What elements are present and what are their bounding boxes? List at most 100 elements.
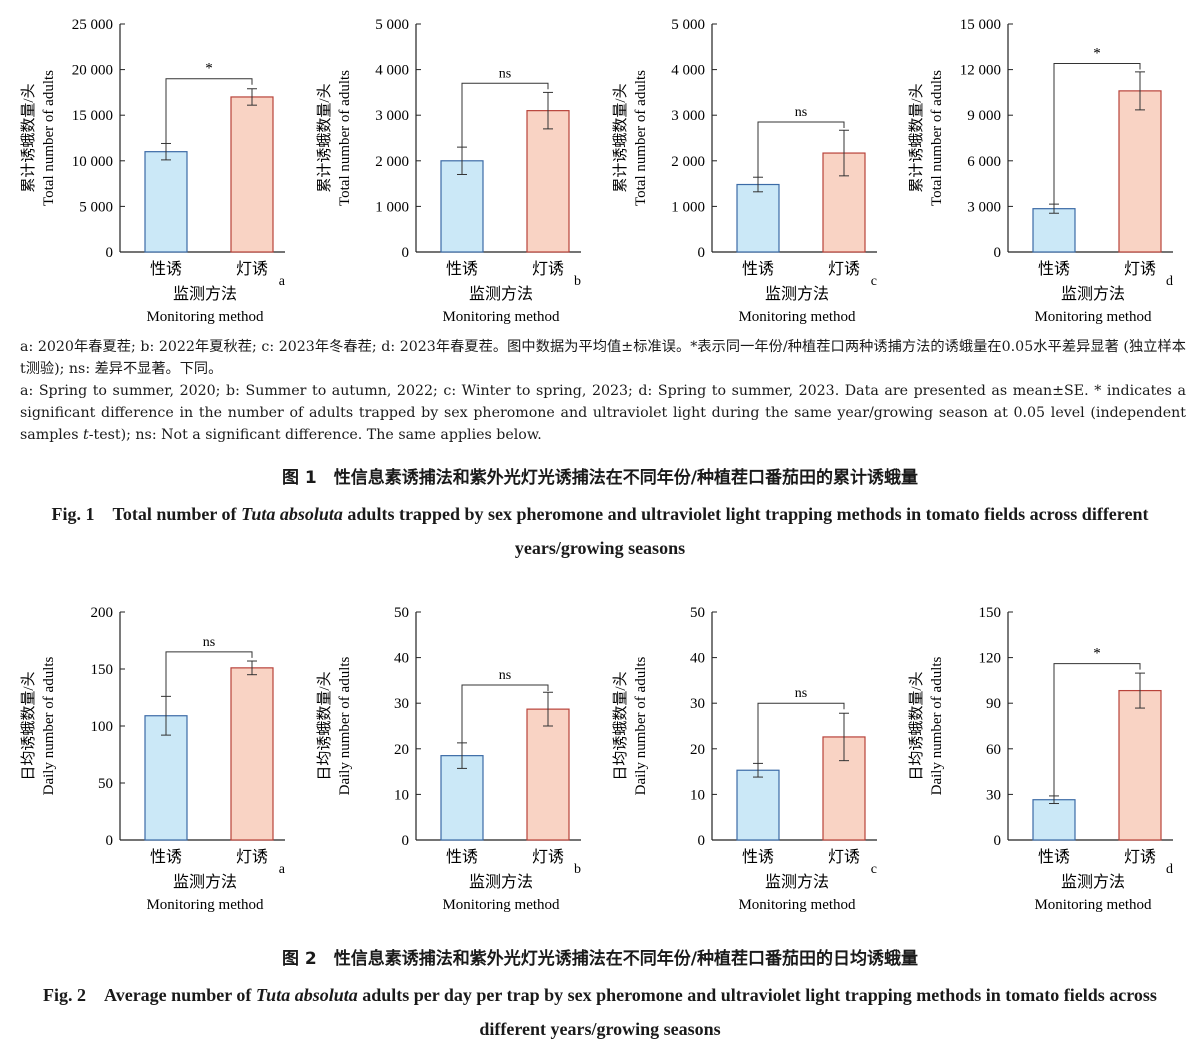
y-tick-label: 25 000	[72, 17, 113, 33]
figure-1-notes: a: 2020年春夏茬; b: 2022年夏秋茬; c: 2023年冬春茬; d…	[20, 336, 1186, 446]
y-axis-title-cn: 累计诱蛾数量/头	[908, 83, 925, 192]
y-tick-label: 4 000	[375, 63, 409, 79]
x-axis-title-cn: 监测方法	[1061, 873, 1125, 891]
y-tick-label: 5 000	[671, 17, 705, 33]
y-axis-title-cn: 日均诱蛾数量/头	[908, 671, 925, 780]
y-axis-title-cn: 累计诱蛾数量/头	[20, 83, 37, 192]
y-axis-title-cn: 日均诱蛾数量/头	[612, 671, 629, 780]
y-tick-label: 0	[994, 245, 1002, 261]
y-tick-label: 150	[979, 605, 1002, 621]
bar-light	[1118, 90, 1162, 253]
category-label: 性诱	[1038, 848, 1070, 866]
significance-label: ns	[499, 668, 511, 683]
panel-letter: a	[279, 274, 286, 289]
x-axis-title-cn: 监测方法	[765, 873, 829, 891]
panel-letter: c	[871, 862, 877, 877]
chart-svg-1c: 0 1 000 2 000 3 000 4 000 5 000 性诱 灯诱 ns c 监测方法 Mon…	[612, 17, 877, 325]
chart-2c: 0 10 20 30 40 50 性诱 灯诱 ns c 监测方法 Monitoring method 日…	[592, 596, 882, 926]
significance-label: *	[1093, 46, 1101, 62]
y-axis-title-cn: 累计诱蛾数量/头	[612, 83, 629, 192]
fig2-caption-species: Tuta absoluta	[255, 985, 358, 1005]
y-tick-label: 50	[98, 776, 113, 792]
category-label: 性诱	[742, 848, 774, 866]
x-axis-title-cn: 监测方法	[1061, 285, 1125, 303]
notes-english-t: t	[83, 427, 89, 443]
y-tick-label: 5 000	[375, 17, 409, 33]
category-label: 性诱	[150, 848, 182, 866]
fig2-caption-post: adults per day per trap by sex pheromone…	[357, 985, 1157, 1039]
fig1-caption-post: adults trapped by sex pheromone and ultr…	[342, 504, 1149, 558]
category-label: 灯诱	[532, 260, 564, 278]
y-axis-title-en: Total number of adults	[929, 70, 945, 206]
significance-bracket	[1053, 63, 1141, 205]
significance-bracket	[461, 82, 549, 148]
notes-chinese: a: 2020年春夏茬; b: 2022年夏秋茬; c: 2023年冬春茬; d…	[20, 339, 1186, 377]
bar-light	[230, 96, 274, 253]
y-tick-label: 3 000	[671, 108, 705, 124]
bar-pheromone	[1032, 799, 1076, 841]
y-tick-label: 0	[402, 245, 410, 261]
y-tick-label: 60	[986, 742, 1001, 758]
chart-svg-2c: 0 10 20 30 40 50 性诱 灯诱 ns c 监测方法 Monitoring method 日…	[612, 605, 877, 913]
y-tick-label: 40	[690, 651, 705, 667]
y-tick-label: 100	[91, 719, 114, 735]
bar-pheromone	[440, 160, 484, 253]
significance-bracket	[757, 121, 845, 178]
chart-1a: 0 5 000 10 000 15 000 20 000 25 000 性诱 灯诱 * a 监测方法…	[0, 8, 290, 333]
y-axis-title-en: Total number of adults	[633, 70, 649, 206]
y-tick-label: 30	[394, 696, 409, 712]
bar-pheromone	[736, 183, 780, 253]
chart-svg-2b: 0 10 20 30 40 50 性诱 灯诱 ns b 监测方法 Monitoring method 日…	[316, 605, 581, 913]
y-tick-label: 0	[106, 833, 114, 849]
figure-1-caption-chinese: 图 1 性信息素诱捕法和紫外光灯光诱捕法在不同年份/种植茬口番茄田的累计诱蛾量	[282, 468, 918, 488]
y-tick-label: 3 000	[967, 199, 1001, 215]
x-axis-title-en: Monitoring method	[146, 309, 264, 325]
y-tick-label: 2 000	[671, 154, 705, 170]
y-tick-label: 0	[698, 245, 706, 261]
x-axis-title-cn: 监测方法	[469, 873, 533, 891]
bar-light	[526, 110, 570, 253]
y-tick-label: 120	[979, 651, 1002, 667]
x-axis-title-en: Monitoring method	[146, 897, 264, 913]
figure-2-caption-english: Fig. 2 Average number of Tuta absoluta a…	[30, 978, 1170, 1046]
y-tick-label: 1 000	[671, 199, 705, 215]
panel-letter: b	[574, 274, 581, 289]
y-tick-label: 30	[690, 696, 705, 712]
chart-svg-1a: 0 5 000 10 000 15 000 20 000 25 000 性诱 灯诱 * a 监测方法…	[20, 17, 286, 325]
y-axis-title-en: Daily number of adults	[929, 656, 945, 795]
fig2-caption-pre: Fig. 2 Average number of	[43, 985, 256, 1005]
panel-letter: b	[574, 862, 581, 877]
y-tick-label: 0	[402, 833, 410, 849]
significance-bracket	[461, 684, 549, 743]
chart-2d: 0 30 60 90 120 150 性诱 灯诱 * d 监测方法 Monitoring method…	[888, 596, 1178, 926]
y-tick-label: 0	[994, 833, 1002, 849]
notes-english-part1: a: Spring to summer, 2020; b: Summer to …	[20, 383, 1186, 443]
x-axis-title-en: Monitoring method	[1034, 309, 1152, 325]
x-axis-title-en: Monitoring method	[738, 897, 856, 913]
category-label: 灯诱	[828, 260, 860, 278]
y-tick-label: 5 000	[79, 199, 113, 215]
panel-letter: c	[871, 274, 877, 289]
significance-label: *	[1093, 646, 1101, 662]
y-tick-label: 0	[106, 245, 114, 261]
y-tick-label: 30	[986, 787, 1001, 803]
category-label: 性诱	[1038, 260, 1070, 278]
y-axis-title-en: Daily number of adults	[337, 656, 353, 795]
bar-light	[526, 708, 570, 841]
y-axis-title-cn: 日均诱蛾数量/头	[20, 671, 37, 780]
category-label: 灯诱	[532, 848, 564, 866]
bar-light	[230, 667, 274, 841]
y-tick-label: 9 000	[967, 108, 1001, 124]
bar-pheromone	[144, 151, 188, 253]
significance-label: ns	[795, 105, 807, 120]
significance-bracket	[757, 702, 845, 764]
x-axis-title-cn: 监测方法	[469, 285, 533, 303]
bar-pheromone	[736, 769, 780, 841]
category-label: 灯诱	[1124, 848, 1156, 866]
bar-pheromone	[144, 715, 188, 841]
y-tick-label: 10 000	[72, 154, 113, 170]
category-label: 性诱	[446, 260, 478, 278]
y-tick-label: 50	[690, 605, 705, 621]
panel-letter: d	[1166, 862, 1173, 877]
x-axis-title-en: Monitoring method	[442, 309, 560, 325]
